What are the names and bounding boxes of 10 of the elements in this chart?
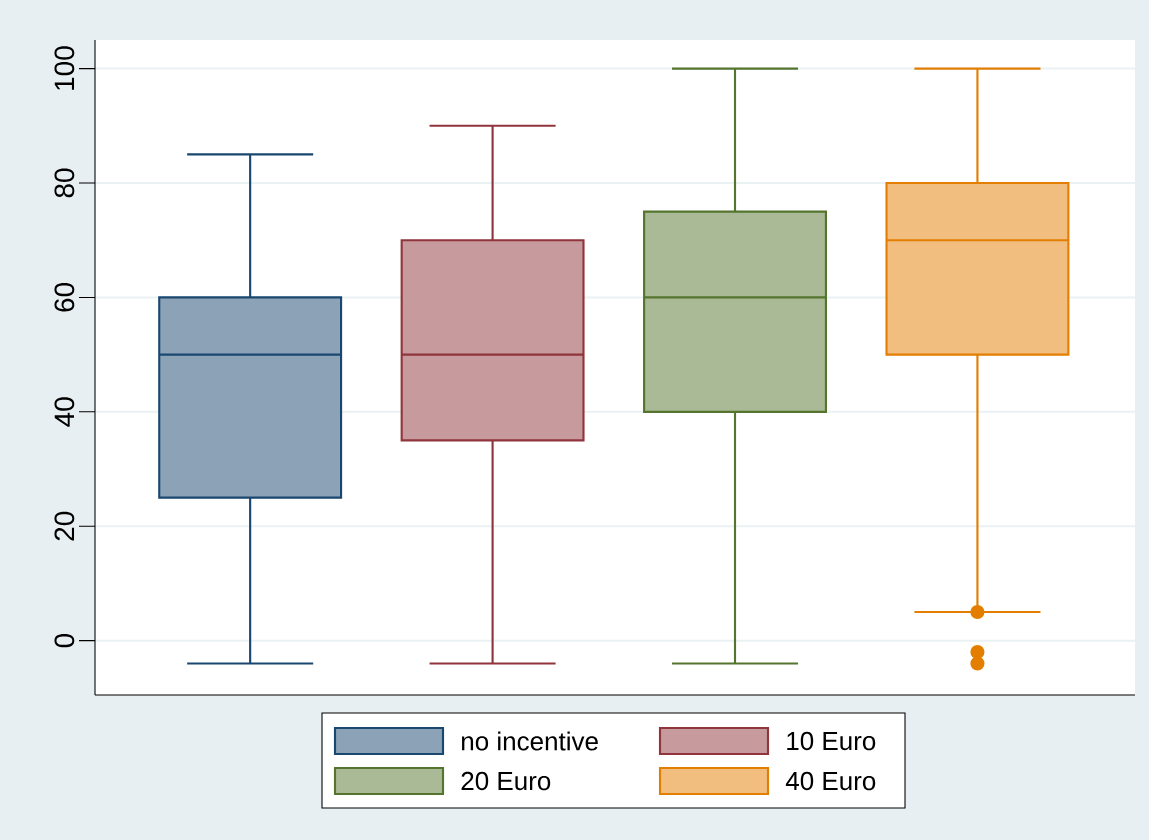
- y-tick-label: 20: [54, 511, 75, 541]
- legend-label: no incentive: [462, 731, 598, 751]
- legend-label: 10 Euro: [787, 731, 876, 751]
- y-tick-label: 100: [54, 46, 75, 90]
- legend-label: 40 Euro: [785, 771, 876, 791]
- y-tick-label: 60: [54, 282, 75, 312]
- y-tick-label: 40: [54, 397, 75, 427]
- y-tick-label: 0: [54, 633, 75, 648]
- legend-label: 20 Euro: [461, 771, 551, 791]
- y-tick-label: 80: [54, 168, 75, 198]
